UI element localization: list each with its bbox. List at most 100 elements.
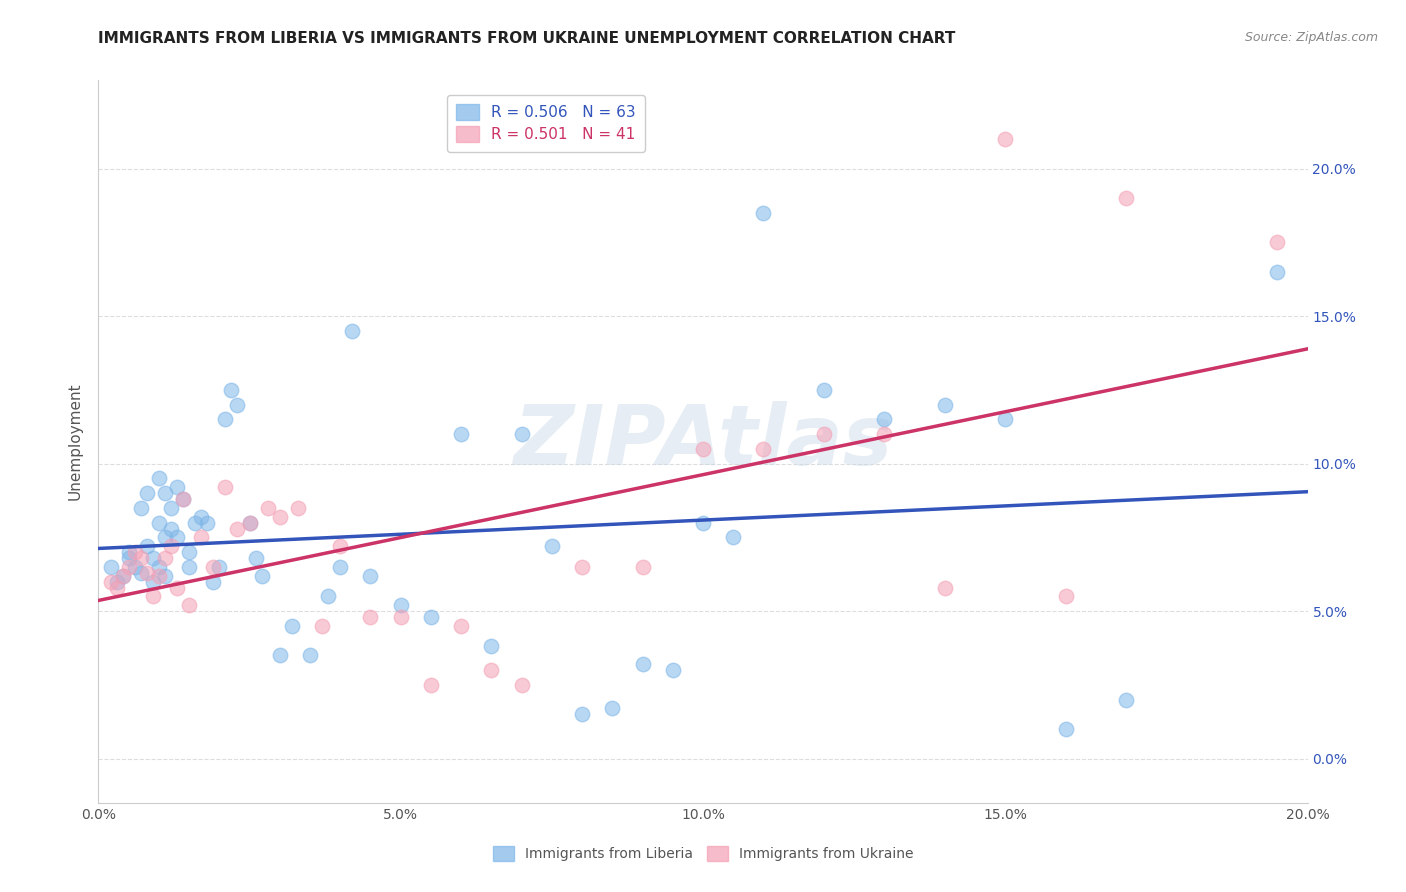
Point	[311, 619, 333, 633]
Point	[752, 206, 775, 220]
Point	[100, 574, 122, 589]
Point	[214, 412, 236, 426]
Point	[172, 491, 194, 506]
Point	[287, 500, 309, 515]
Point	[129, 551, 152, 566]
Point	[226, 398, 249, 412]
Point	[105, 581, 128, 595]
Point	[160, 522, 183, 536]
Point	[190, 530, 212, 544]
Point	[129, 500, 152, 515]
Point	[269, 648, 291, 663]
Point	[148, 516, 170, 530]
Point	[166, 530, 188, 544]
Point	[118, 560, 141, 574]
Point	[142, 590, 165, 604]
Point	[1267, 235, 1289, 250]
Point	[221, 383, 243, 397]
Text: Source: ZipAtlas.com: Source: ZipAtlas.com	[1244, 31, 1378, 45]
Point	[166, 581, 188, 595]
Point	[202, 560, 225, 574]
Point	[124, 545, 146, 559]
Point	[118, 551, 141, 566]
Point	[723, 530, 745, 544]
Point	[148, 560, 170, 574]
Point	[813, 427, 835, 442]
Point	[631, 657, 654, 672]
Point	[160, 500, 183, 515]
Point	[329, 560, 352, 574]
Point	[692, 442, 714, 456]
Point	[269, 509, 291, 524]
Point	[111, 568, 134, 582]
Point	[135, 486, 157, 500]
Point	[111, 568, 134, 582]
Point	[142, 574, 165, 589]
Point	[208, 560, 231, 574]
Point	[135, 566, 157, 580]
Point	[160, 539, 183, 553]
Point	[631, 560, 654, 574]
Point	[153, 551, 176, 566]
Point	[481, 663, 503, 677]
Point	[129, 566, 152, 580]
Point	[153, 486, 176, 500]
Point	[813, 383, 835, 397]
Point	[420, 610, 443, 624]
Point	[172, 491, 194, 506]
Point	[226, 522, 249, 536]
Point	[245, 551, 267, 566]
Point	[934, 581, 956, 595]
Point	[256, 500, 278, 515]
Legend: Immigrants from Liberia, Immigrants from Ukraine: Immigrants from Liberia, Immigrants from…	[486, 839, 920, 868]
Point	[299, 648, 322, 663]
Point	[1115, 191, 1137, 205]
Text: IMMIGRANTS FROM LIBERIA VS IMMIGRANTS FROM UKRAINE UNEMPLOYMENT CORRELATION CHAR: IMMIGRANTS FROM LIBERIA VS IMMIGRANTS FR…	[98, 31, 956, 46]
Point	[1054, 590, 1077, 604]
Y-axis label: Unemployment: Unemployment	[67, 383, 83, 500]
Point	[994, 412, 1017, 426]
Point	[389, 598, 412, 612]
Text: ZIPAtlas: ZIPAtlas	[513, 401, 893, 482]
Point	[329, 539, 352, 553]
Point	[360, 610, 382, 624]
Point	[239, 516, 262, 530]
Point	[239, 516, 262, 530]
Point	[184, 516, 207, 530]
Point	[100, 560, 122, 574]
Point	[450, 427, 472, 442]
Point	[510, 678, 533, 692]
Point	[360, 568, 382, 582]
Point	[124, 560, 146, 574]
Point	[179, 598, 201, 612]
Point	[179, 545, 201, 559]
Point	[148, 568, 170, 582]
Point	[1054, 722, 1077, 736]
Point	[118, 545, 141, 559]
Point	[316, 590, 339, 604]
Point	[994, 132, 1017, 146]
Point	[571, 560, 593, 574]
Point	[342, 324, 364, 338]
Point	[166, 480, 188, 494]
Point	[1115, 692, 1137, 706]
Point	[179, 560, 201, 574]
Point	[481, 640, 503, 654]
Point	[214, 480, 236, 494]
Point	[250, 568, 273, 582]
Point	[420, 678, 443, 692]
Point	[195, 516, 218, 530]
Point	[142, 551, 165, 566]
Point	[540, 539, 562, 553]
Point	[153, 530, 176, 544]
Point	[752, 442, 775, 456]
Point	[389, 610, 412, 624]
Point	[602, 701, 624, 715]
Point	[202, 574, 225, 589]
Point	[153, 568, 176, 582]
Point	[1267, 265, 1289, 279]
Point	[105, 574, 128, 589]
Point	[873, 412, 896, 426]
Point	[148, 471, 170, 485]
Point	[510, 427, 533, 442]
